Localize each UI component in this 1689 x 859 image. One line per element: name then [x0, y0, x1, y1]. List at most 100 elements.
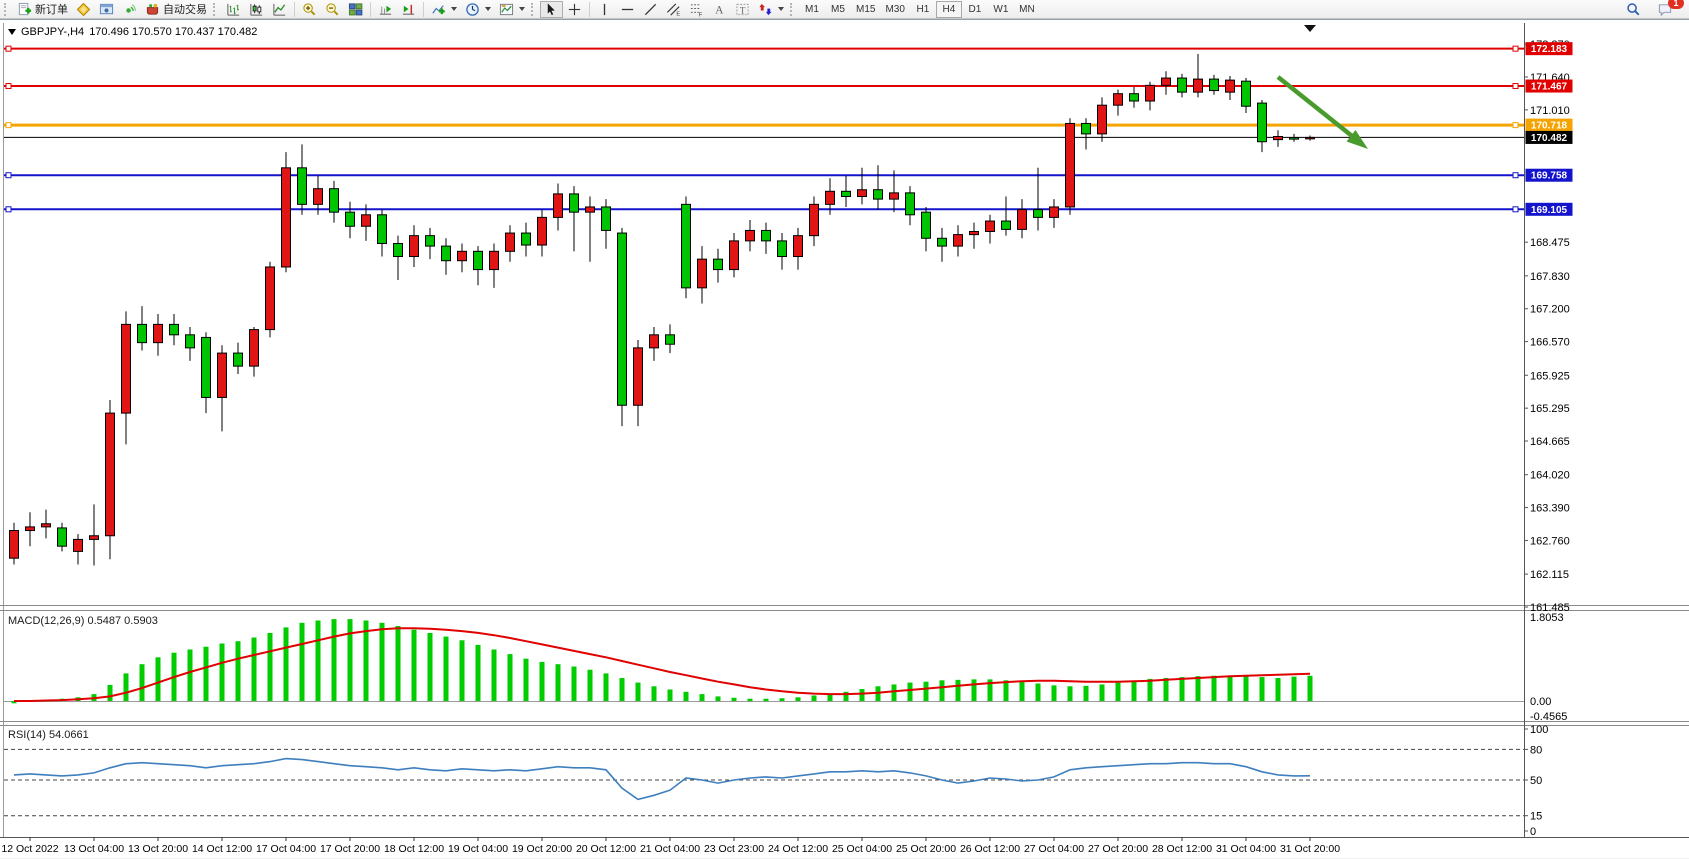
timeframe-toolbar: M1 M5 M15 M30 H1 H4 D1 W1 MN	[799, 0, 1040, 18]
svg-text:12 Oct 2022: 12 Oct 2022	[1, 843, 58, 855]
horizontal-line-tool-button[interactable]	[616, 1, 639, 18]
zoom-out-button[interactable]	[321, 1, 344, 18]
annotation-arrow[interactable]	[1276, 75, 1368, 149]
chart-ohlc-values: 170.496 170.570 170.437 170.482	[89, 26, 258, 38]
price-tag-170.718[interactable]: 170.718	[1525, 118, 1573, 132]
price-tag-169.758[interactable]: 169.758	[1525, 168, 1573, 182]
rsi-label: RSI(14) 54.0661	[8, 729, 89, 741]
svg-text:26 Oct 12:00: 26 Oct 12:00	[960, 843, 1020, 855]
time-axis[interactable]: 12 Oct 2022 13 Oct 04:00 13 Oct 20:00 14 Oc…	[1, 837, 1340, 855]
svg-text:T: T	[740, 6, 746, 16]
notification-badge: 1	[1668, 0, 1684, 9]
candlestick-type-button[interactable]	[245, 1, 268, 18]
chart-canvas[interactable]: 172.270171.640171.010168.475167.830167.2…	[0, 20, 1689, 859]
fibonacci-icon: F	[690, 3, 703, 17]
search-button[interactable]	[1622, 1, 1645, 18]
autotrading-button[interactable]: 自动交易	[141, 1, 211, 18]
candles	[9, 54, 1315, 566]
new-order-button[interactable]: 新订单	[13, 1, 72, 18]
chart-title: GBPJPY-,H4 170.496 170.570 170.437 170.4…	[8, 26, 257, 38]
svg-text:162.760: 162.760	[1530, 535, 1570, 547]
timeframe-button-w1[interactable]: W1	[988, 1, 1014, 18]
templates-icon	[499, 3, 514, 15]
price-tag-172.183[interactable]: 172.183	[1525, 42, 1573, 55]
timeframe-button-m5[interactable]: M5	[825, 1, 851, 18]
timeframe-button-h4[interactable]: H4	[935, 0, 962, 18]
terminal-button[interactable]	[95, 1, 118, 18]
timeframe-button-m1[interactable]: M1	[799, 1, 825, 18]
svg-text:23 Oct 23:00: 23 Oct 23:00	[704, 843, 764, 855]
periods-icon	[466, 2, 479, 16]
periods-button[interactable]	[461, 1, 495, 18]
price-tag-170.482[interactable]: 170.482	[1525, 130, 1573, 144]
svg-text:18 Oct 12:00: 18 Oct 12:00	[384, 843, 444, 855]
templates-button[interactable]	[495, 1, 529, 18]
indicators-button[interactable]	[427, 1, 461, 18]
fibonacci-tool-button[interactable]: F	[685, 1, 708, 18]
svg-text:A: A	[715, 4, 724, 16]
svg-text:165.295: 165.295	[1530, 403, 1570, 415]
svg-text:21 Oct 04:00: 21 Oct 04:00	[640, 843, 700, 855]
svg-text:13 Oct 20:00: 13 Oct 20:00	[128, 843, 188, 855]
chart-window: GBPJPY-,H4 170.496 170.570 170.437 170.4…	[0, 19, 1689, 858]
signals-button[interactable]	[118, 1, 141, 18]
bar-chart-icon	[227, 3, 240, 16]
toolbar-separator	[589, 1, 590, 17]
chart-shift-button[interactable]	[397, 1, 420, 18]
text-label-tool-button[interactable]: T	[731, 1, 754, 18]
svg-text:165.925: 165.925	[1530, 370, 1570, 382]
timeframe-button-mn[interactable]: MN	[1014, 1, 1040, 18]
cursor-tool-button[interactable]	[540, 0, 563, 18]
line-chart-type-button[interactable]	[268, 1, 291, 18]
metaeditor-button[interactable]	[72, 1, 95, 18]
autotrading-icon	[146, 3, 159, 15]
price-tag-171.467[interactable]: 171.467	[1525, 79, 1573, 93]
svg-text:28 Oct 12:00: 28 Oct 12:00	[1152, 843, 1212, 855]
zoom-out-icon	[326, 2, 339, 15]
timeframe-button-h1[interactable]: H1	[910, 1, 936, 18]
collapse-ohlc-icon[interactable]	[8, 29, 16, 35]
svg-text:80: 80	[1530, 744, 1542, 756]
price-tag-169.105[interactable]: 169.105	[1525, 202, 1573, 216]
chevron-down-icon	[519, 7, 525, 11]
channel-icon: E	[667, 2, 680, 17]
text-tool-button[interactable]: A	[708, 1, 731, 18]
autoscroll-icon	[379, 5, 392, 15]
toolbar-separator	[423, 1, 424, 17]
chart-shift-icon	[402, 4, 415, 15]
toolbar: 新订单 自动交易	[0, 0, 1689, 19]
svg-text:13 Oct 04:00: 13 Oct 04:00	[64, 843, 124, 855]
tile-windows-button[interactable]	[344, 1, 367, 18]
svg-text:170.482: 170.482	[1531, 133, 1568, 144]
toolbar-grip	[4, 2, 9, 16]
toolbar-grip	[531, 2, 536, 16]
trendline-tool-button[interactable]	[639, 1, 662, 18]
svg-text:24 Oct 12:00: 24 Oct 12:00	[768, 843, 828, 855]
line-chart-icon	[273, 3, 286, 16]
svg-text:172.183: 172.183	[1531, 44, 1568, 55]
timeframe-button-d1[interactable]: D1	[962, 1, 988, 18]
zoom-in-button[interactable]	[298, 1, 321, 18]
indicators-icon	[432, 4, 445, 14]
svg-text:15: 15	[1530, 811, 1542, 823]
svg-text:20 Oct 12:00: 20 Oct 12:00	[576, 843, 636, 855]
autoscroll-button[interactable]	[374, 1, 397, 18]
toolbar-separator	[370, 1, 371, 17]
svg-text:166.570: 166.570	[1530, 337, 1570, 349]
vertical-line-tool-button[interactable]	[593, 1, 616, 18]
text-icon: A	[715, 4, 724, 16]
search-icon	[1627, 2, 1640, 15]
svg-text:100: 100	[1530, 724, 1548, 736]
tile-windows-icon	[348, 2, 363, 15]
crosshair-tool-button[interactable]	[563, 1, 586, 18]
arrows-tool-button[interactable]	[754, 1, 788, 18]
svg-text:17 Oct 04:00: 17 Oct 04:00	[256, 843, 316, 855]
timeframe-button-m15[interactable]: M15	[851, 1, 880, 18]
channel-tool-button[interactable]: E	[662, 1, 685, 18]
svg-text:50: 50	[1530, 775, 1542, 787]
svg-text:170.718: 170.718	[1531, 121, 1568, 132]
svg-text:0: 0	[1530, 826, 1536, 838]
timeframe-button-m30[interactable]: M30	[880, 1, 909, 18]
svg-text:31 Oct 04:00: 31 Oct 04:00	[1216, 843, 1276, 855]
bar-chart-type-button[interactable]	[222, 1, 245, 18]
